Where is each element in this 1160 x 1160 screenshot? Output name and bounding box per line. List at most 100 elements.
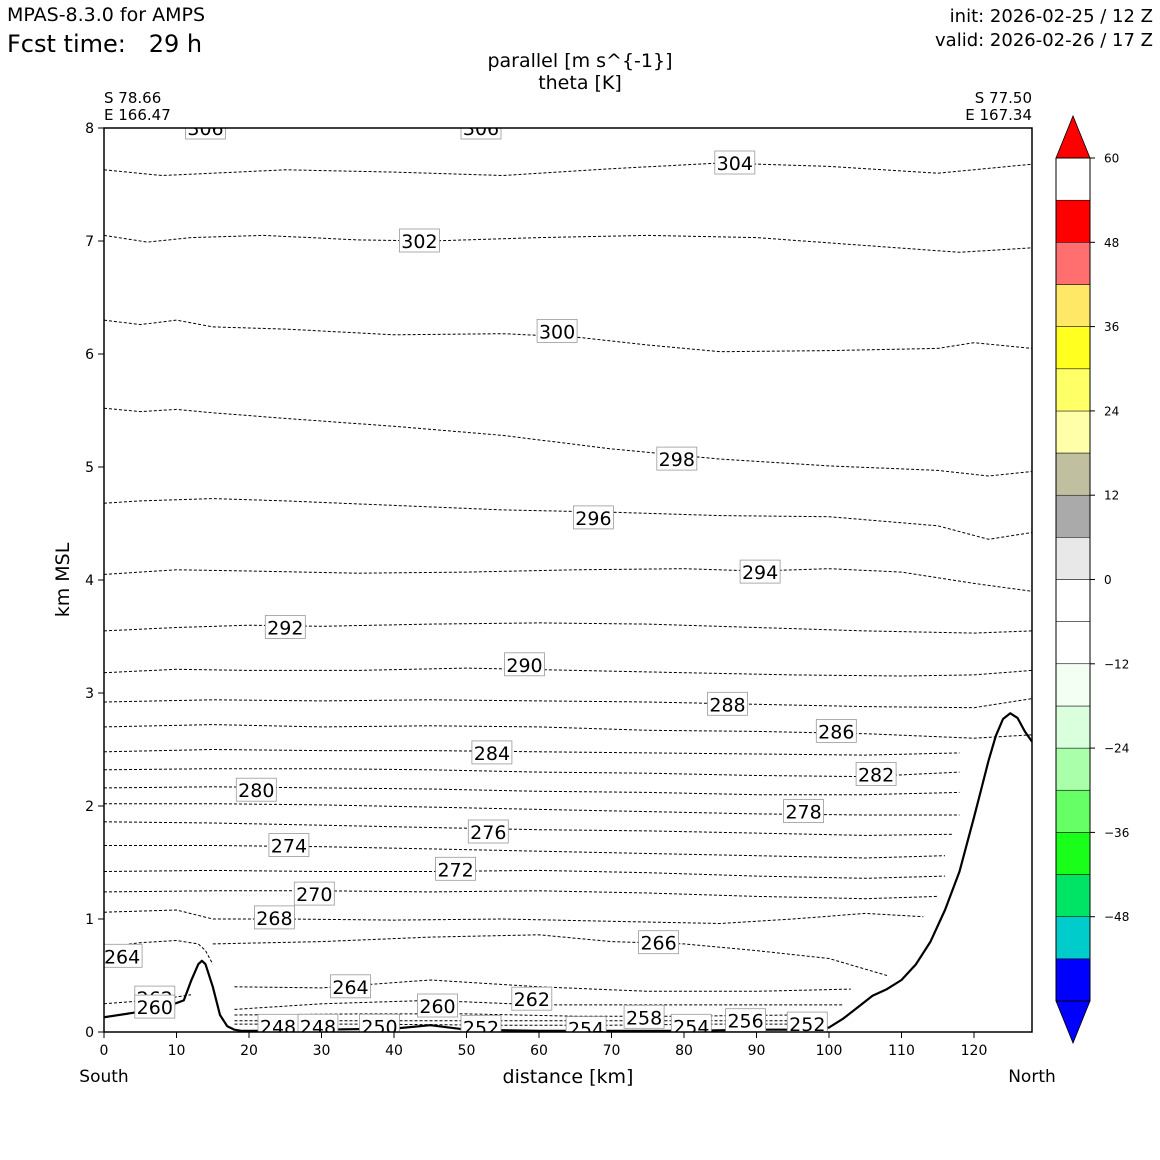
contour-label-box (417, 993, 458, 1018)
contour-label-box (330, 974, 371, 999)
forecast-time: Fcst time: 29 h (7, 30, 202, 58)
contour-labels: 306 306 304 302 300 298 296 294 292 290 288 286 284 2… (104, 118, 897, 1040)
contour-label: 268 (253, 905, 295, 930)
colorbar-tick-label: 12 (1104, 489, 1119, 503)
contour-label: 304 (714, 150, 756, 175)
chart-title-line2: theta [K] (538, 72, 622, 94)
y-tick-label: 8 (85, 121, 94, 137)
theta-isoline-286 (104, 724, 1032, 739)
contour-label: 254 (670, 1013, 712, 1032)
theta-isoline-302 (104, 234, 1032, 253)
contour-label-box (460, 1015, 502, 1032)
y-axis-label: km MSL (52, 542, 74, 617)
contour-label: 260 (417, 993, 458, 1018)
colorbar-segment (1055, 916, 1091, 960)
x-axis-label: distance [km] (503, 1066, 634, 1088)
contour-label: 306 (460, 128, 502, 140)
colorbar-segment (1055, 663, 1091, 707)
theta-isoline-288 (104, 698, 1032, 709)
colorbar-segment (1055, 284, 1091, 327)
y-tick-label: 5 (85, 460, 94, 476)
contour-label-text: 250 (361, 1016, 397, 1038)
contour-label-text: 258 (626, 1007, 662, 1029)
contour-label-text: 256 (727, 1011, 763, 1033)
x-axis-ticks: 0 10 20 30 40 50 60 70 80 90 100 110 120 (100, 1032, 988, 1059)
contour-label-box (786, 1011, 828, 1032)
colorbar-tick-label: 48 (1104, 236, 1119, 250)
contour-label-text: 280 (238, 780, 274, 802)
contour-label-text: 248 (300, 1016, 336, 1038)
contour-label: 292 (264, 615, 306, 640)
terrain (104, 712, 1032, 1032)
contour-label-box (398, 228, 440, 253)
contour-label-box (714, 150, 756, 175)
contour-label: 250 (359, 1013, 400, 1038)
contour-label-text: 290 (506, 655, 542, 677)
theta-isoline-272 (104, 869, 946, 879)
contour-label-box (253, 905, 295, 930)
theta-isoline-298 (104, 407, 1032, 477)
contour-label: 280 (235, 777, 277, 802)
contour-label-text: 272 (437, 859, 473, 881)
contour-label-box (638, 930, 679, 955)
colorbar-over-arrow (1055, 114, 1091, 159)
y-tick-label: 0 (85, 1025, 94, 1041)
terrain-line (104, 712, 1032, 1032)
valid-time: valid: 2026-02-26 / 17 Z (935, 30, 1153, 51)
contour-label-text: 278 (785, 802, 821, 824)
contour-label: 300 (536, 318, 578, 343)
left-end-lat: S 78.66 (104, 89, 161, 107)
contour-label: 290 (504, 652, 545, 677)
x-tick-label: 70 (603, 1043, 621, 1059)
right-end-lat: S 77.50 (975, 89, 1032, 107)
x-tick-label: 120 (961, 1043, 988, 1059)
y-tick-label: 2 (85, 799, 94, 815)
contour-label-text: 274 (271, 836, 307, 858)
colorbar-segment (1055, 790, 1091, 833)
contour-label: 288 (707, 691, 748, 716)
contour-label-text: 270 (296, 884, 332, 906)
colorbar-segment (1055, 326, 1091, 370)
contour-label-text: 268 (256, 908, 292, 930)
contour-label: 282 (855, 762, 897, 786)
colorbar-segment (1055, 494, 1091, 538)
contour-label: 270 (293, 881, 335, 906)
contour-label-box (467, 819, 509, 844)
right-end-lon: E 167.34 (965, 106, 1032, 124)
contour-label-box (257, 1013, 299, 1032)
colorbar-segment (1055, 621, 1091, 664)
contour-label: 258 (623, 1004, 665, 1029)
contour-label: 298 (656, 446, 698, 471)
colorbar-segment (1055, 958, 1091, 1002)
theta-isoline-280 (104, 786, 960, 796)
theta-isoline-262 (104, 994, 192, 1005)
contour-label-text: 252 (463, 1018, 499, 1040)
contour-label-box (104, 943, 143, 968)
colorbar-segment (1055, 410, 1091, 454)
contour-label: 266 (638, 930, 679, 955)
contour-label: 260 (134, 994, 176, 1019)
contour-label-text: 306 (187, 118, 223, 140)
theta-isoline-282 (104, 768, 960, 778)
x-tick-label: 90 (748, 1043, 766, 1059)
contour-label: 278 (783, 799, 824, 824)
contour-label-text: 304 (717, 153, 753, 175)
colorbar-tick-label: −48 (1104, 910, 1129, 924)
colorbar-tick-label: 24 (1104, 404, 1119, 418)
contour-label: 286 (815, 719, 857, 743)
contour-label-box (656, 446, 698, 471)
colorbar-tick-label: −36 (1104, 826, 1129, 840)
colorbar-segment (1055, 832, 1091, 875)
theta-isolines (104, 162, 1032, 1026)
contour-label-text: 300 (539, 321, 575, 343)
contour-label: 252 (786, 1011, 828, 1032)
contour-label-box (134, 994, 176, 1019)
colorbar-tick-label: 0 (1104, 573, 1112, 587)
contour-label-box (670, 1013, 712, 1032)
contour-label: 264 (104, 943, 143, 968)
contour-label-text: 260 (419, 996, 455, 1018)
colorbar: 60 48 36 24 12 0 −12 −24 −36 −48 (1055, 114, 1129, 1045)
colorbar-tick-label: −24 (1104, 742, 1129, 756)
y-tick-label: 7 (85, 234, 94, 250)
contour-label: 296 (573, 505, 614, 530)
